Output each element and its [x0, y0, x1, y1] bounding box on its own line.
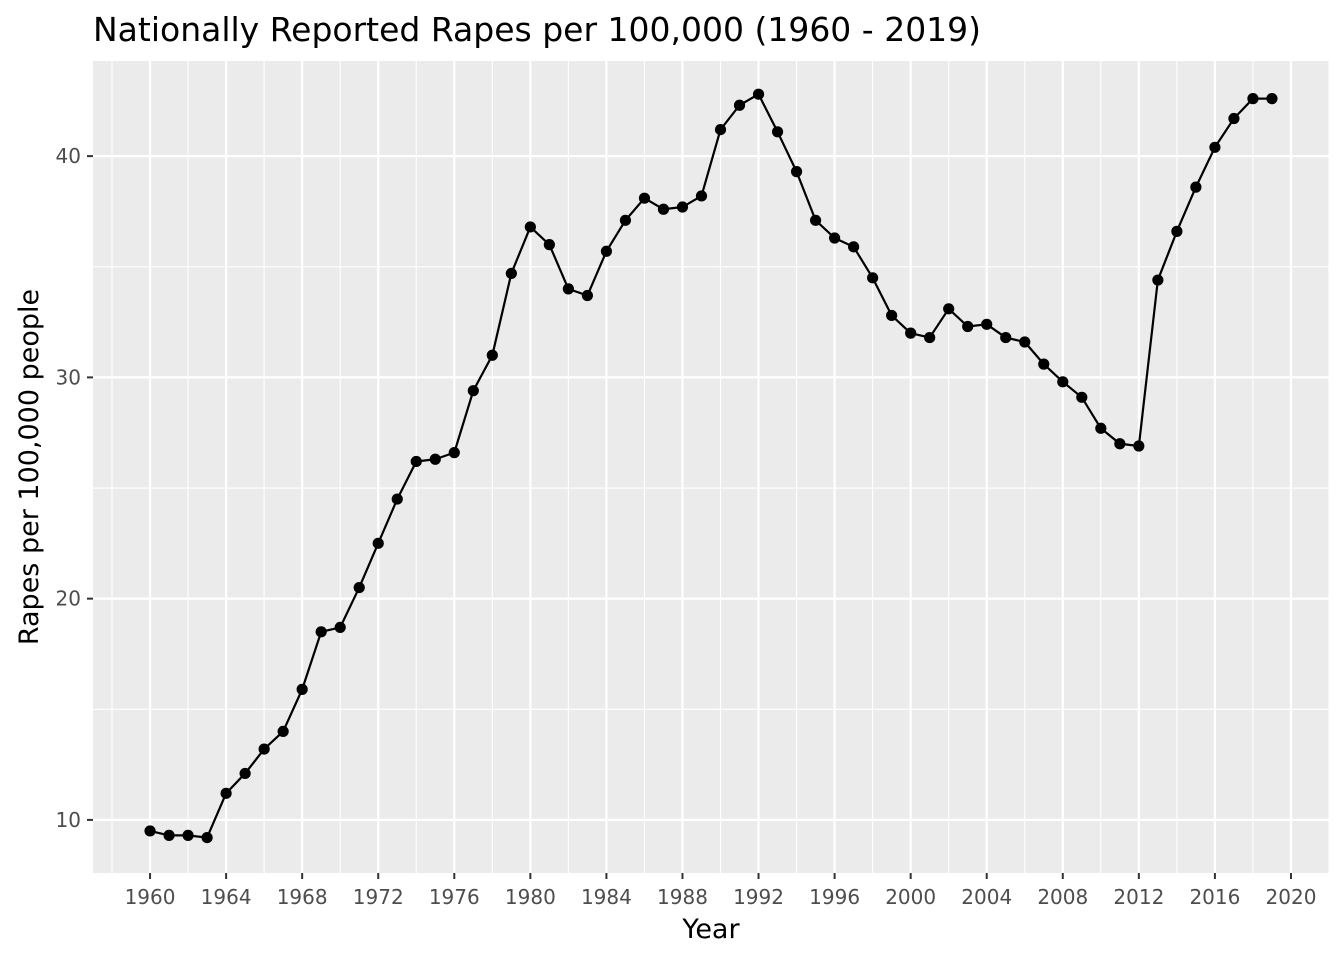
data-point — [524, 221, 536, 233]
x-tick-label: 2016 — [1189, 885, 1240, 909]
data-point — [1095, 422, 1107, 434]
data-point — [163, 829, 175, 841]
data-point — [1247, 93, 1259, 105]
x-axis: 1960 1964 1968 1972 1976 1980 1984 1988 1992 1996… — [125, 873, 1317, 909]
data-point — [144, 825, 156, 837]
data-point — [867, 272, 879, 284]
data-point — [391, 493, 403, 505]
plot-panel — [93, 61, 1329, 873]
data-point — [695, 190, 708, 202]
y-axis: 10 20 30 40 — [56, 144, 93, 832]
data-point — [486, 349, 498, 361]
data-point — [581, 289, 594, 302]
x-tick-label: 1984 — [581, 885, 632, 909]
data-point — [790, 166, 803, 178]
data-point — [962, 320, 974, 333]
data-point — [638, 192, 651, 204]
x-tick-label: 2008 — [1037, 885, 1088, 909]
y-tick-label: 20 — [56, 587, 81, 611]
data-point — [752, 88, 765, 100]
data-point — [1038, 358, 1050, 370]
data-point — [1228, 112, 1240, 125]
data-point — [905, 327, 917, 339]
data-point — [258, 743, 270, 755]
x-tick-label: 1996 — [809, 885, 860, 909]
x-tick-label: 1980 — [505, 885, 556, 909]
data-point — [201, 832, 213, 844]
x-tick-label: 1992 — [733, 885, 784, 909]
major-gridlines — [93, 61, 1329, 873]
x-tick-label: 2004 — [961, 885, 1012, 909]
data-point — [733, 99, 746, 111]
data-point — [809, 214, 822, 226]
data-point — [182, 829, 194, 841]
data-point — [943, 303, 955, 315]
x-tick-label: 2020 — [1266, 885, 1317, 909]
data-point — [829, 232, 841, 244]
data-point — [1152, 274, 1164, 286]
data-point — [1000, 331, 1012, 344]
x-tick-label: 1988 — [657, 885, 708, 909]
data-point — [981, 318, 993, 330]
data-point — [886, 309, 898, 322]
minor-gridlines — [93, 61, 1330, 873]
x-tick-label: 1972 — [353, 885, 404, 909]
x-tick-label: 2012 — [1113, 885, 1164, 909]
y-tick-label: 40 — [56, 144, 81, 168]
y-tick-label: 10 — [56, 808, 81, 832]
data-point — [771, 126, 784, 138]
y-axis-title: Rapes per 100,000 people — [14, 289, 45, 645]
data-point — [239, 767, 251, 780]
data-point — [1209, 141, 1221, 153]
data-point — [1076, 391, 1088, 403]
data-point — [1133, 440, 1145, 452]
data-point — [353, 581, 365, 594]
data-point — [714, 123, 727, 136]
data-point — [1114, 438, 1126, 450]
x-tick-label: 2000 — [885, 885, 936, 909]
x-tick-label: 1960 — [125, 885, 176, 909]
data-point — [1266, 93, 1278, 105]
data-point — [296, 683, 308, 695]
x-axis-title: Year — [681, 914, 740, 945]
data-point — [505, 267, 517, 279]
series-layer — [144, 88, 1278, 844]
x-tick-label: 1968 — [277, 885, 328, 909]
data-point — [1171, 225, 1183, 237]
data-point — [410, 455, 422, 468]
data-point — [543, 239, 555, 251]
data-point — [372, 537, 384, 549]
data-point — [1190, 181, 1202, 193]
chart-title: Nationally Reported Rapes per 100,000 (1… — [93, 10, 981, 49]
data-point — [1057, 376, 1069, 388]
data-point — [562, 283, 574, 295]
y-tick-label: 30 — [56, 365, 81, 389]
data-point — [448, 447, 460, 459]
data-point — [676, 201, 689, 213]
data-point — [924, 331, 936, 344]
data-point — [277, 725, 289, 738]
data-point — [619, 214, 632, 226]
data-point — [1019, 336, 1031, 348]
x-tick-label: 1976 — [429, 885, 480, 909]
data-point — [334, 621, 346, 634]
data-point — [657, 203, 670, 215]
x-tick-label: 1964 — [201, 885, 252, 909]
data-point — [220, 787, 232, 799]
data-point — [600, 245, 613, 257]
data-point — [467, 385, 479, 397]
data-point — [848, 241, 860, 253]
data-point — [429, 453, 441, 465]
data-point — [315, 626, 327, 638]
